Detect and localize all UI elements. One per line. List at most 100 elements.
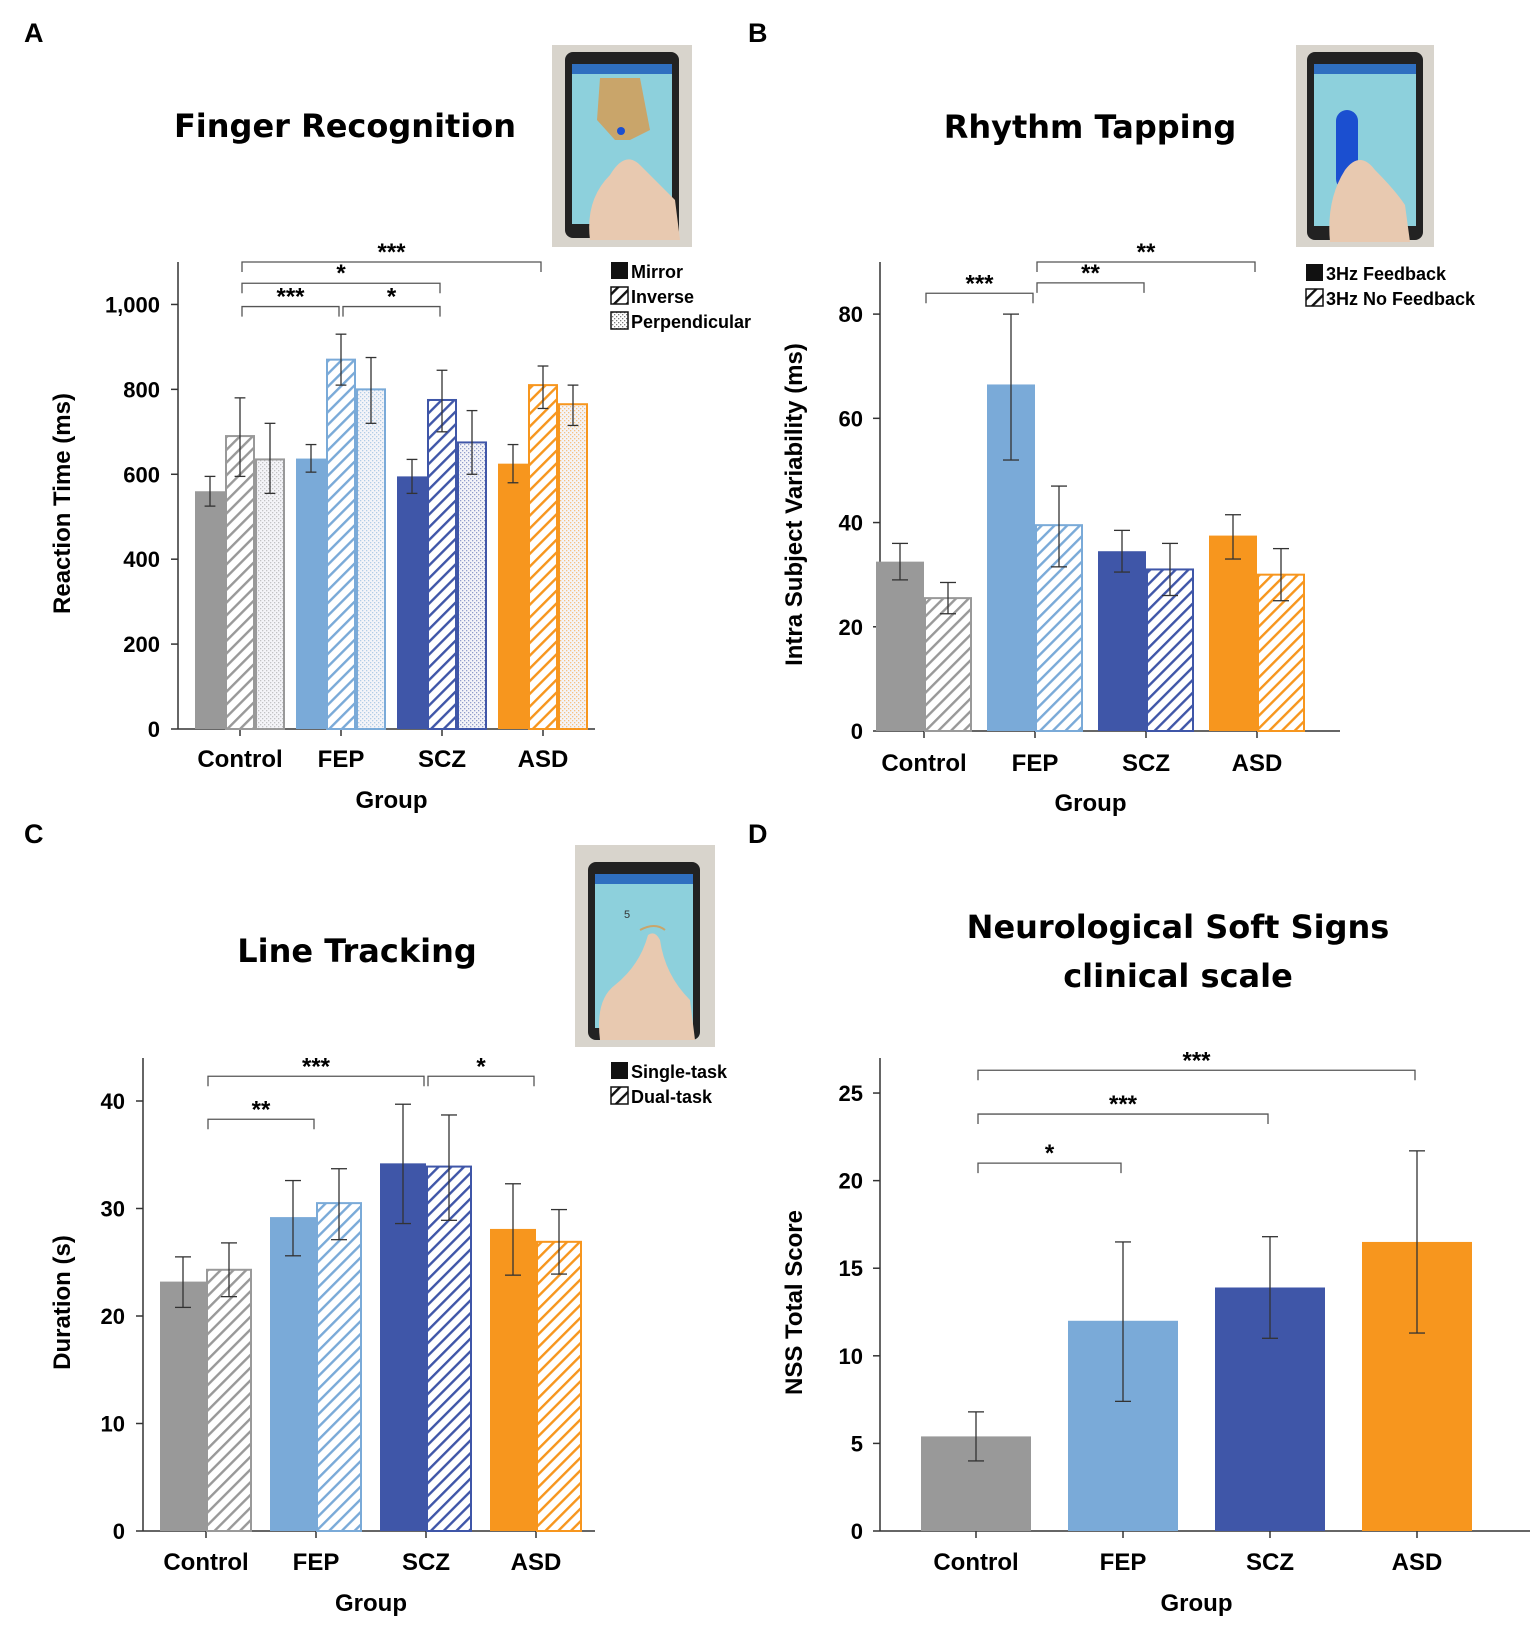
- significance-label: ***: [1182, 1047, 1211, 1074]
- error-bar-fep-3hz-feedback: [1003, 313, 1019, 461]
- bar-asd-dual-task: [536, 1240, 582, 1532]
- error-bar-scz-dual-task: [441, 1114, 457, 1221]
- y-tick-label: 10: [101, 1412, 125, 1437]
- panel-c-legend: Single-task Dual-task: [610, 1062, 728, 1107]
- significance-bracket: ***: [241, 239, 542, 272]
- significance-label: **: [1137, 239, 1156, 266]
- y-axis-label: Reaction Time (ms): [49, 393, 76, 614]
- y-tick-label: 20: [839, 1169, 863, 1194]
- error-bar-control-nss: [968, 1411, 984, 1462]
- category-label-fep: FEP: [1100, 1549, 1147, 1576]
- bar-control-3hz-feedback: [876, 561, 924, 731]
- y-tick-label: 800: [123, 377, 160, 402]
- y-axis-label: Duration (s): [49, 1235, 76, 1370]
- category-label-control: Control: [881, 750, 966, 777]
- significance-label: *: [476, 1053, 486, 1080]
- category-label-asd: ASD: [518, 746, 569, 773]
- significance-bracket: ***: [925, 270, 1034, 304]
- significance-bracket: *: [977, 1140, 1122, 1174]
- bar-asd-single-task: [490, 1228, 536, 1531]
- legend-swatch-single-task: [611, 1062, 628, 1079]
- bar-scz-3hz-feedback: [1098, 551, 1146, 731]
- category-label-scz: SCZ: [1122, 750, 1170, 777]
- error-bar-scz-perpendicular: [466, 409, 478, 475]
- error-bar-scz-3hz-feedback: [1114, 529, 1130, 573]
- category-label-scz: SCZ: [402, 1549, 450, 1576]
- error-bar-scz-mirror: [406, 458, 418, 495]
- y-tick-label: 0: [148, 717, 160, 742]
- significance-label: ***: [1109, 1091, 1138, 1118]
- significance-bracket: ***: [977, 1091, 1269, 1125]
- y-tick-label: 5: [851, 1431, 863, 1456]
- legend-label-no-feedback: 3Hz No Feedback: [1326, 289, 1476, 309]
- error-bar-scz-single-task: [395, 1103, 411, 1225]
- panel-c-plot: 0 10 20 30 40 Duration (s) Group Control FEP SCZ A…: [49, 1053, 595, 1617]
- legend-swatch-perpendicular: [610, 311, 629, 330]
- panel-b-legend: 3Hz Feedback 3Hz No Feedback: [1305, 264, 1476, 309]
- legend-swatch-mirror: [611, 262, 628, 279]
- bar-scz-perpendicular: [457, 441, 487, 730]
- legend-swatch-feedback: [1306, 264, 1323, 281]
- bar-fep-mirror: [296, 458, 326, 729]
- bar-fep-dual-task: [316, 1202, 362, 1532]
- category-label-asd: ASD: [511, 1549, 562, 1576]
- error-bar-asd-inverse: [537, 365, 549, 410]
- bar-fep-inverse: [326, 358, 356, 730]
- bar-scz-single-task: [380, 1163, 426, 1531]
- significance-bracket: *: [342, 284, 441, 317]
- bar-control-dual-task: [206, 1268, 252, 1533]
- bar-fep-perpendicular: [356, 388, 386, 730]
- error-bar-scz-inverse: [436, 369, 448, 433]
- legend-label-mirror: Mirror: [631, 262, 683, 282]
- legend-swatch-no-feedback: [1305, 288, 1324, 307]
- significance-label: **: [1081, 260, 1100, 287]
- bar-scz-dual-task: [426, 1165, 472, 1532]
- y-axis-label: Intra Subject Variability (ms): [781, 343, 808, 666]
- error-bar-control-3hz-no-feedback: [940, 581, 956, 615]
- error-bar-asd-mirror: [507, 443, 519, 484]
- y-tick-label: 25: [839, 1081, 863, 1106]
- bar-control-mirror: [195, 491, 225, 729]
- error-bar-asd-perpendicular: [567, 384, 579, 427]
- significance-bracket: ***: [241, 284, 340, 317]
- legend-label-inverse: Inverse: [631, 287, 694, 307]
- error-bar-fep-nss: [1115, 1241, 1131, 1403]
- y-tick-label: 600: [123, 462, 160, 487]
- significance-label: *: [387, 284, 397, 311]
- y-tick-label: 0: [851, 1519, 863, 1544]
- panel-a-title: Finger Recognition: [174, 107, 516, 145]
- category-label-fep: FEP: [293, 1549, 340, 1576]
- error-bar-fep-perpendicular: [365, 356, 377, 424]
- significance-bracket: *: [427, 1053, 535, 1087]
- panel-a-legend: Mirror Inverse Perpendicular: [610, 262, 751, 332]
- legend-label-feedback: 3Hz Feedback: [1326, 264, 1447, 284]
- y-tick-label: 40: [839, 511, 863, 536]
- x-axis-label: Group: [1161, 1590, 1233, 1617]
- rhythm-tapping-tablet-photo: [1296, 45, 1434, 247]
- x-axis-label: Group: [335, 1590, 407, 1617]
- significance-label: ***: [965, 270, 994, 297]
- significance-label: *: [336, 260, 346, 287]
- error-bar-scz-nss: [1262, 1236, 1278, 1339]
- panel-d-title-line-1: Neurological Soft Signs: [967, 908, 1390, 946]
- category-label-fep: FEP: [1012, 750, 1059, 777]
- panel-c-title: Line Tracking: [237, 932, 477, 970]
- category-label-asd: ASD: [1392, 1549, 1443, 1576]
- error-bar-fep-3hz-no-feedback: [1051, 485, 1067, 568]
- error-bar-fep-inverse: [335, 333, 347, 386]
- y-axis-label: NSS Total Score: [781, 1210, 808, 1395]
- bar-control-inverse: [225, 435, 255, 730]
- error-bar-control-single-task: [175, 1256, 191, 1309]
- panel-letter-c: C: [24, 819, 44, 849]
- significance-label: ***: [276, 284, 305, 311]
- y-tick-label: 200: [123, 632, 160, 657]
- significance-bracket: *: [241, 260, 441, 294]
- significance-label: **: [252, 1096, 271, 1123]
- significance-bracket: **: [1036, 260, 1145, 293]
- error-bar-control-dual-task: [221, 1242, 237, 1298]
- error-bar-asd-3hz-feedback: [1225, 514, 1241, 560]
- bar-control-perpendicular: [255, 458, 285, 730]
- category-label-scz: SCZ: [418, 746, 466, 773]
- category-label-scz: SCZ: [1246, 1549, 1294, 1576]
